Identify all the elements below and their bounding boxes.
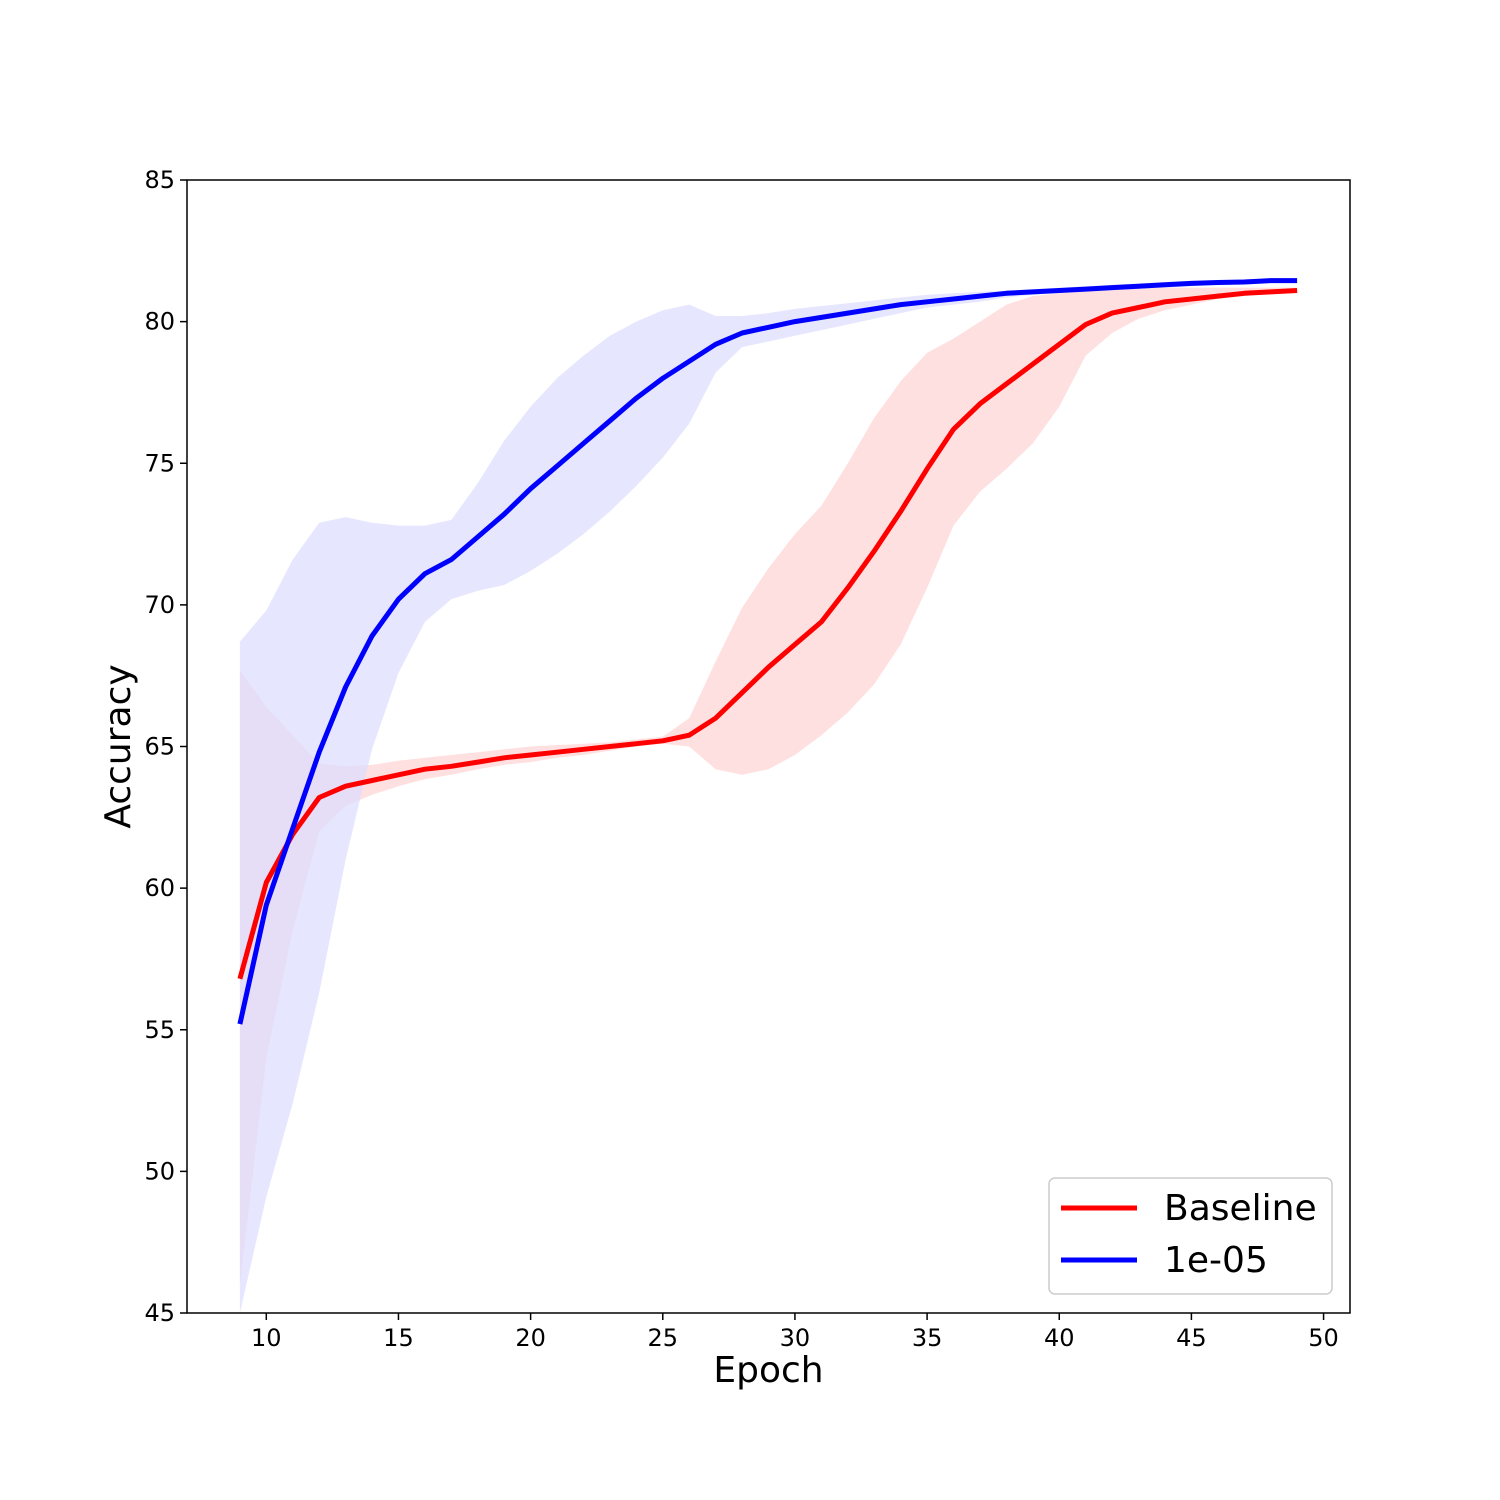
x-axis-label: Epoch	[713, 1350, 823, 1391]
y-tick-label: 75	[144, 449, 175, 477]
x-axis: 10 15 20 25 30 35 40 45 50	[251, 1313, 1339, 1352]
y-tick-label: 80	[144, 308, 175, 336]
x-tick-label: 10	[251, 1324, 282, 1352]
x-tick-label: 40	[1044, 1324, 1075, 1352]
y-axis: 45 50 55 60 65 70 75 80 85	[144, 166, 187, 1327]
band-baseline	[239, 287, 1298, 1285]
x-tick-label: 30	[780, 1324, 811, 1352]
x-tick-label: 20	[515, 1324, 546, 1352]
y-axis-label: Accuracy	[98, 664, 139, 828]
y-tick-label: 60	[144, 874, 175, 902]
y-tick-label: 45	[144, 1299, 175, 1327]
y-tick-label: 55	[144, 1016, 175, 1044]
y-tick-label: 85	[144, 166, 175, 194]
legend-label-baseline: Baseline	[1164, 1188, 1317, 1229]
series-line-baseline	[237, 288, 1298, 980]
x-tick-label: 50	[1308, 1324, 1339, 1352]
x-tick-label: 35	[912, 1324, 943, 1352]
x-tick-label: 25	[647, 1324, 678, 1352]
y-tick-label: 65	[144, 733, 175, 761]
confidence-bands	[239, 279, 1298, 1314]
y-tick-label: 50	[144, 1157, 175, 1185]
legend: Baseline 1e-05	[1048, 1177, 1333, 1295]
y-tick-label: 70	[144, 591, 175, 619]
x-tick-label: 45	[1176, 1324, 1207, 1352]
series-lines	[237, 278, 1298, 1025]
legend-label-1e-05: 1e-05	[1164, 1240, 1268, 1281]
band-1e-05	[239, 279, 1298, 1314]
series-line-1e-05	[237, 278, 1298, 1025]
x-tick-label: 15	[383, 1324, 414, 1352]
